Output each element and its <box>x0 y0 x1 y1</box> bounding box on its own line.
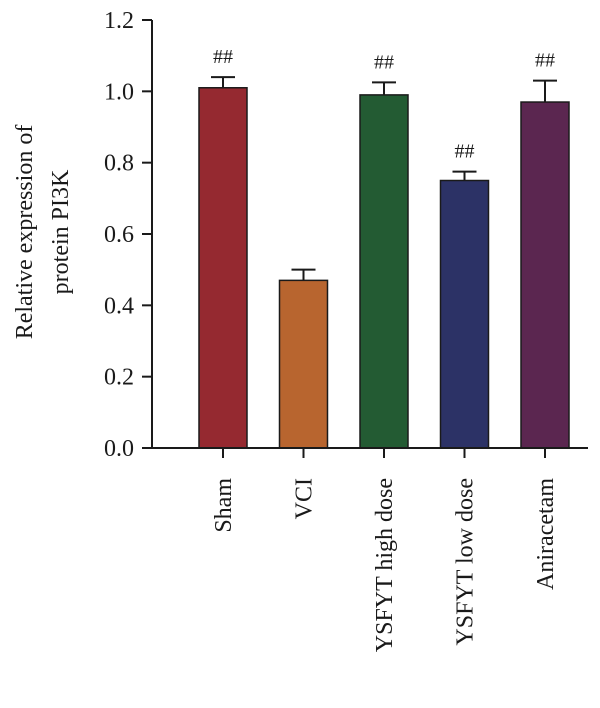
category-label: VCI <box>292 478 318 519</box>
bar-ysfyt-high-dose <box>359 94 409 449</box>
y-tick-label: 0.4 <box>104 293 134 319</box>
y-axis-title-line: Relative expression of <box>12 125 38 340</box>
y-tick-label: 0.8 <box>104 151 134 177</box>
bars: ## ## ## ## <box>198 46 570 449</box>
category-label: Aniracetam <box>533 478 559 590</box>
category-label: YSFYT low dose <box>453 478 479 646</box>
category-label: Sham <box>211 478 237 533</box>
y-axis: 0.0 0.2 0.4 0.6 0.8 1.0 1.2 <box>104 8 153 462</box>
y-tick-label: 0.6 <box>104 222 134 248</box>
bar-vci <box>278 279 329 449</box>
category-label: YSFYT high dose <box>372 478 398 652</box>
y-tick-label: 1.0 <box>104 79 134 105</box>
y-axis-title-line: protein PI3K <box>48 169 74 294</box>
y-tick-label: 1.2 <box>104 8 134 34</box>
significance-label: ## <box>455 141 475 163</box>
y-axis-title: Relative expression of protein PI3K <box>12 125 74 340</box>
y-tick-label: 0.0 <box>104 436 134 462</box>
bar-ysfyt-low-dose <box>439 179 490 449</box>
significance-label: ## <box>213 46 233 68</box>
bar-sham <box>198 87 248 449</box>
bar-aniracetam <box>520 101 570 449</box>
x-axis: Sham VCI YSFYT high dose YSFYT low dose Anir… <box>152 447 588 652</box>
significance-label: ## <box>535 50 555 72</box>
significance-label: ## <box>374 51 394 73</box>
y-tick-label: 0.2 <box>104 365 134 391</box>
